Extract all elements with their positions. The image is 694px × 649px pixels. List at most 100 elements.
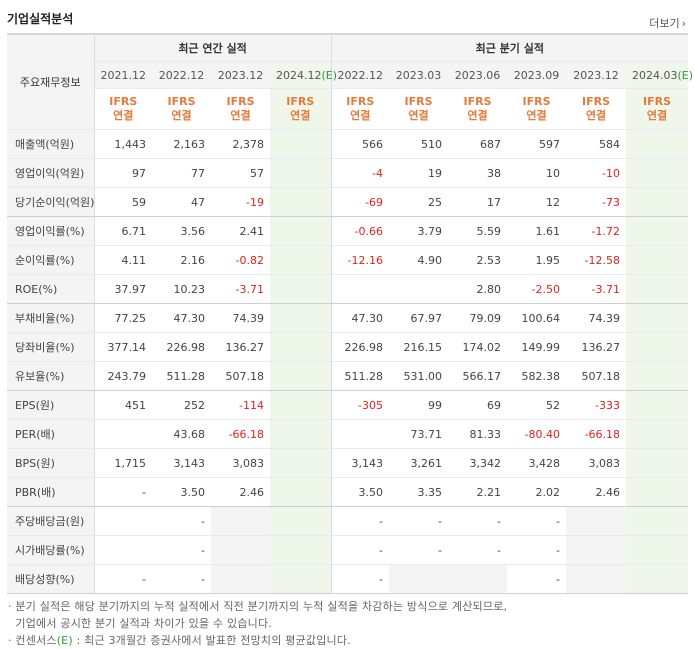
table-cell: 226.98 [330, 332, 390, 362]
table-cell: 2.46 [566, 477, 627, 507]
table-cell: -0.82 [211, 245, 270, 275]
table-cell: 25 [389, 187, 449, 217]
table-cell: 5.59 [448, 216, 508, 246]
table-cell: -12.16 [330, 245, 390, 275]
ifrs-consolidated-label: IFRS 연결 [330, 88, 390, 130]
table-cell: 2.46 [211, 477, 270, 507]
more-link[interactable]: 더보기 › [649, 15, 686, 31]
period-header: 2023.09 [507, 61, 567, 89]
ifrs-consolidated-label: IFRS 연결 [93, 88, 152, 130]
row-label: ROE(%) [7, 274, 94, 304]
table-cell [626, 448, 689, 478]
table-row: 영업이익(억원) 97 77 57 -4 19 38 10 -10 [7, 158, 689, 188]
table-cell [211, 535, 270, 565]
table-cell: 12 [507, 187, 567, 217]
table-row: 당기순이익(억원) 59 47 -19 -69 25 17 12 -73 [7, 187, 689, 217]
table-cell: 149.99 [507, 332, 567, 362]
table-cell: -114 [211, 390, 270, 420]
table-cell: -3.71 [211, 274, 270, 304]
table-cell: 687 [448, 129, 508, 159]
table-cell: 3.50 [330, 477, 390, 507]
table-cell [566, 506, 627, 536]
table-cell: 77.25 [93, 303, 152, 333]
table-row: PER(배) 43.68 -66.18 73.71 81.33 -80.40 -66.18 [7, 419, 689, 449]
period-header: 2023.12 [211, 61, 270, 89]
table-cell: - [152, 564, 211, 594]
table-cell: 4.90 [389, 245, 449, 275]
financial-table: 주요재무정보 최근 연간 실적 최근 분기 실적 2021.12 2022.12 2… [7, 33, 693, 594]
ifrs-consolidated-label: IFRS 연결 [507, 88, 567, 130]
table-cell: 67.97 [389, 303, 449, 333]
table-cell: 4.11 [93, 245, 152, 275]
table-cell: 77 [152, 158, 211, 188]
table-cell: 38 [448, 158, 508, 188]
row-label: 당좌비율(%) [7, 332, 94, 362]
table-cell [270, 303, 332, 333]
table-cell: - [152, 506, 211, 536]
table-cell: - [152, 535, 211, 565]
ifrs-consolidated-label: IFRS 연결 [211, 88, 270, 130]
table-cell: - [507, 506, 567, 536]
table-cell: 10 [507, 158, 567, 188]
table-cell [330, 274, 390, 304]
row-label: PBR(배) [7, 477, 94, 507]
table-cell: -69 [330, 187, 390, 217]
group-quarter: 최근 분기 실적 [330, 33, 689, 62]
table-cell [270, 129, 332, 159]
table-cell: -19 [211, 187, 270, 217]
table-cell: -4 [330, 158, 390, 188]
table-cell: 59 [93, 187, 152, 217]
table-cell: 582.38 [507, 361, 567, 391]
row-label: 유보율(%) [7, 361, 94, 391]
table-cell: 43.68 [152, 419, 211, 449]
table-cell [626, 361, 689, 391]
table-cell [389, 274, 449, 304]
table-cell: - [507, 535, 567, 565]
table-cell [270, 361, 332, 391]
table-cell: 10.23 [152, 274, 211, 304]
table-cell [626, 245, 689, 275]
table-row: 유보율(%) 243.79 511.28 507.18 511.28 531.00 566.… [7, 361, 689, 391]
row-label: 주당배당금(원) [7, 506, 94, 536]
table-cell: -0.66 [330, 216, 390, 246]
table-cell: -12.58 [566, 245, 627, 275]
table-cell: 216.15 [389, 332, 449, 362]
table-cell [626, 216, 689, 246]
period-header: 2023.06 [448, 61, 508, 89]
table-cell: 511.28 [152, 361, 211, 391]
note-3: · 컨센서스(E) : 최근 3개월간 증권사에서 발표한 전망치의 평균값입니… [8, 634, 351, 647]
table-cell [270, 216, 332, 246]
table-row: 주당배당금(원) - - - - - [7, 506, 689, 536]
row-label: 영업이익률(%) [7, 216, 94, 246]
table-row: 배당성향(%) - - - - [7, 564, 689, 594]
table-cell [270, 332, 332, 362]
table-cell: 19 [389, 158, 449, 188]
table-cell: 252 [152, 390, 211, 420]
table-cell: 584 [566, 129, 627, 159]
table-cell: 174.02 [448, 332, 508, 362]
table-row: 순이익률(%) 4.11 2.16 -0.82 -12.16 4.90 2.53 1.95 -1… [7, 245, 689, 275]
table-cell: - [507, 564, 567, 594]
table-row: BPS(원) 1,715 3,143 3,083 3,143 3,261 3,342 3,42… [7, 448, 689, 478]
table-cell [626, 332, 689, 362]
table-cell [626, 187, 689, 217]
period-header: 2024.03(E) [626, 61, 693, 89]
table-cell: 97 [93, 158, 152, 188]
table-cell [270, 390, 332, 420]
table-cell [626, 129, 689, 159]
table-cell: 1.61 [507, 216, 567, 246]
table-cell: 73.71 [389, 419, 449, 449]
table-cell: 3.50 [152, 477, 211, 507]
table-cell: 2,163 [152, 129, 211, 159]
table-cell: 2.16 [152, 245, 211, 275]
table-cell: -333 [566, 390, 627, 420]
table-cell: 510 [389, 129, 449, 159]
table-cell [270, 187, 332, 217]
table-cell: - [330, 564, 390, 594]
table-cell: 47.30 [330, 303, 390, 333]
table-cell: -1.72 [566, 216, 627, 246]
row-label: EPS(원) [7, 390, 94, 420]
table-cell: 3,083 [566, 448, 627, 478]
table-cell [626, 303, 689, 333]
table-cell [626, 564, 689, 594]
